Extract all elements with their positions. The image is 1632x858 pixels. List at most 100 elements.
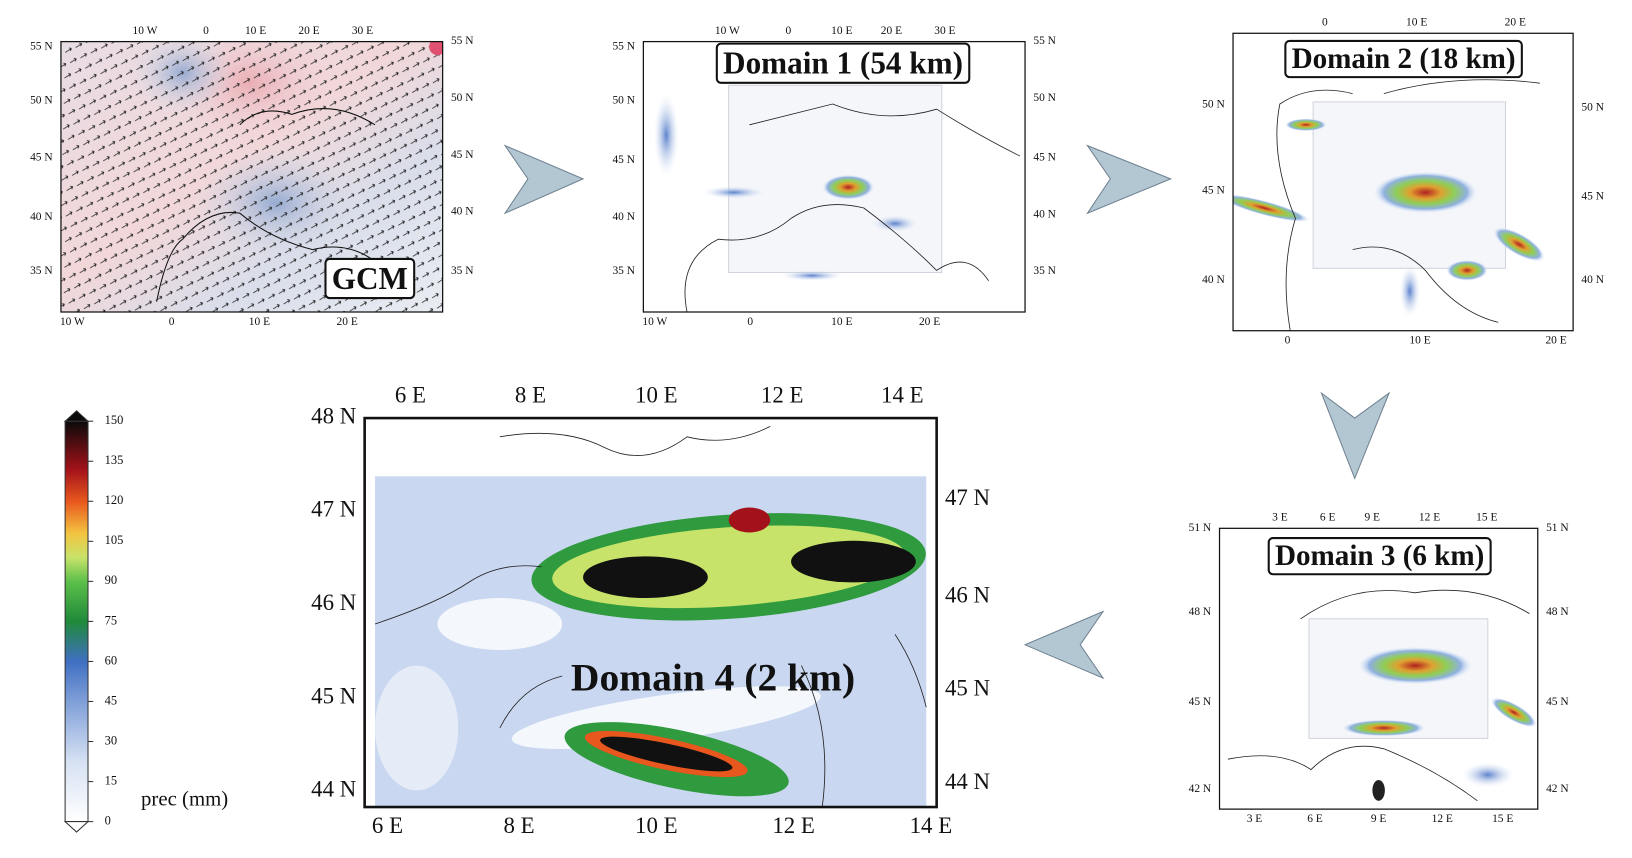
lon-tick-label: 6 E [395,383,426,408]
lon-tick-label: 6 E [1320,512,1336,524]
lat-tick-label: 44 N [311,777,356,802]
lat-tick-label: 40 N [1033,208,1056,220]
lon-tick-label: 3 E [1247,813,1263,825]
lat-tick-label: 55 N [30,41,53,53]
colorbar-tick-label: 0 [105,813,111,827]
lat-tick-label: 48 N [1546,606,1569,618]
lon-tick-label: 10 E [245,25,266,37]
domain-label: Domain 2 (18 km) [1292,43,1516,75]
lat-tick-label: 40 N [1202,274,1225,286]
lat-tick-label: 50 N [451,92,474,104]
lat-tick-label: 48 N [311,403,356,428]
colorbar-label: prec (mm) [141,788,228,811]
arrow [1025,612,1103,679]
lat-tick-label: 55 N [1033,35,1056,47]
lat-tick-label: 40 N [612,211,635,223]
lon-tick-label: 12 E [761,383,804,408]
lon-tick-label: 6 E [1307,813,1323,825]
colorbar-tick-label: 105 [105,533,124,547]
lat-tick-label: 46 N [945,582,990,607]
lon-tick-label: 20 E [1545,335,1566,347]
lon-tick-label: 0 [1322,17,1328,29]
lat-tick-label: 45 N [1033,151,1056,163]
domain-label: Domain 1 (54 km) [723,46,963,81]
lon-tick-label: 0 [786,25,792,37]
lat-tick-label: 50 N [1202,98,1225,110]
lat-tick-label: 45 N [451,149,474,161]
lat-tick-label: 46 N [311,590,356,615]
lat-tick-label: 40 N [1581,274,1604,286]
lat-tick-label: 50 N [1033,92,1056,104]
lon-tick-label: 10 W [60,316,85,328]
lat-tick-label: 45 N [311,683,356,708]
colorbar-tick-label: 120 [105,493,124,507]
lat-tick-label: 35 N [612,265,635,277]
lon-tick-label: 3 E [1272,512,1288,524]
lon-tick-label: 12 E [1432,813,1453,825]
colorbar-bottom [65,822,88,832]
lat-tick-label: 44 N [945,769,990,794]
lon-tick-label: 0 [747,316,753,328]
domain4-map [365,418,937,811]
lat-tick-label: 35 N [1033,265,1056,277]
lon-tick-label: 0 [203,25,209,37]
lon-tick-label: 10 E [249,316,270,328]
lon-tick-label: 30 E [934,25,955,37]
colorbar-tick-label: 75 [105,613,117,627]
domain-label: Domain 3 (6 km) [1275,540,1484,572]
lat-tick-label: 40 N [30,211,53,223]
arrow [505,146,583,214]
domain-label: Domain 4 (2 km) [571,655,855,699]
colorbar-top [65,411,88,421]
lat-tick-label: 47 N [311,497,356,522]
lon-tick-label: 20 E [881,25,902,37]
lat-tick-label: 45 N [945,676,990,701]
lon-tick-label: 10 E [1409,335,1430,347]
lon-tick-label: 20 E [919,316,940,328]
lat-tick-label: 50 N [612,95,635,107]
lon-tick-label: 0 [169,316,175,328]
lon-tick-label: 10 W [132,25,157,37]
lon-tick-label: 10 E [831,25,852,37]
lon-tick-label: 10 E [635,813,678,838]
lat-tick-label: 50 N [30,95,53,107]
lon-tick-label: 30 E [352,25,373,37]
arrow [1321,393,1389,478]
lon-tick-label: 12 E [1419,512,1440,524]
figure: prec (mm) 10 W 0 10 E 20 E 30 E 10 W 0 10 E 20 E… [0,0,1632,858]
lat-tick-label: 48 N [1189,606,1212,618]
colorbar-tick-label: 30 [105,733,117,747]
lon-tick-label: 10 E [1406,17,1427,29]
lon-tick-label: 8 E [504,813,535,838]
lat-tick-label: 45 N [612,154,635,166]
lat-tick-label: 51 N [1189,522,1212,534]
lon-tick-label: 10 W [642,316,667,328]
colorbar-tick-label: 90 [105,573,117,587]
colorbar-tick-label: 135 [105,453,124,467]
lon-tick-label: 20 E [298,25,319,37]
lon-tick-label: 8 E [515,383,546,408]
lon-tick-label: 6 E [372,813,403,838]
colorbar [65,421,88,821]
lon-tick-label: 20 E [337,316,358,328]
lat-tick-label: 47 N [945,485,990,510]
lat-tick-label: 35 N [30,265,53,277]
domain-label: GCM [332,261,408,296]
lon-tick-label: 20 E [1505,17,1526,29]
lat-tick-label: 45 N [1189,696,1212,708]
lon-tick-label: 10 E [635,383,678,408]
page: prec (mm) 10 W 0 10 E 20 E 30 E 10 W 0 10 E 20 E… [0,0,1632,858]
lon-tick-label: 0 [1285,335,1291,347]
lon-tick-label: 10 W [715,25,740,37]
colorbar-tick-label: 15 [105,773,117,787]
lat-tick-label: 45 N [1581,190,1604,202]
lon-tick-label: 12 E [772,813,815,838]
lat-tick-label: 42 N [1189,783,1212,795]
lat-tick-label: 35 N [451,265,474,277]
lat-tick-label: 45 N [30,151,53,163]
lat-tick-label: 51 N [1546,522,1569,534]
lat-tick-label: 55 N [612,41,635,53]
lat-tick-label: 45 N [1202,185,1225,197]
lon-tick-label: 15 E [1476,512,1497,524]
lat-tick-label: 40 N [451,206,474,218]
